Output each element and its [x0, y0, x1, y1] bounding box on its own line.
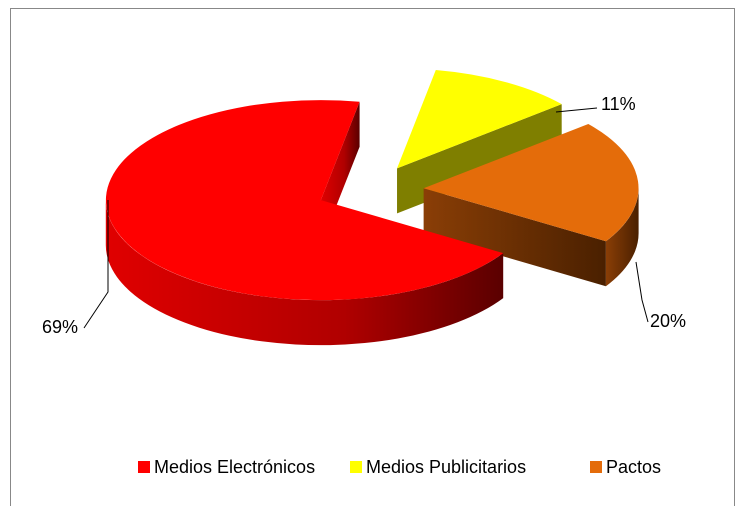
legend-swatch [138, 461, 150, 473]
leader-line [83, 200, 109, 329]
slice [105, 100, 504, 301]
slice-wall [105, 200, 504, 346]
data-label: 11% [601, 94, 636, 114]
slice-wall [605, 188, 639, 287]
leader-line [635, 261, 649, 323]
legend-label: Medios Publicitarios [366, 457, 526, 477]
slice-side [423, 188, 606, 287]
leader-line [555, 107, 598, 113]
data-label: 69% [42, 317, 78, 337]
data-label: 20% [650, 311, 686, 331]
legend-label: Pactos [606, 457, 661, 477]
slice [397, 70, 562, 169]
legend-swatch [350, 461, 362, 473]
slice [423, 124, 639, 242]
legend-swatch [590, 461, 602, 473]
legend-label: Medios Electrónicos [154, 457, 315, 477]
